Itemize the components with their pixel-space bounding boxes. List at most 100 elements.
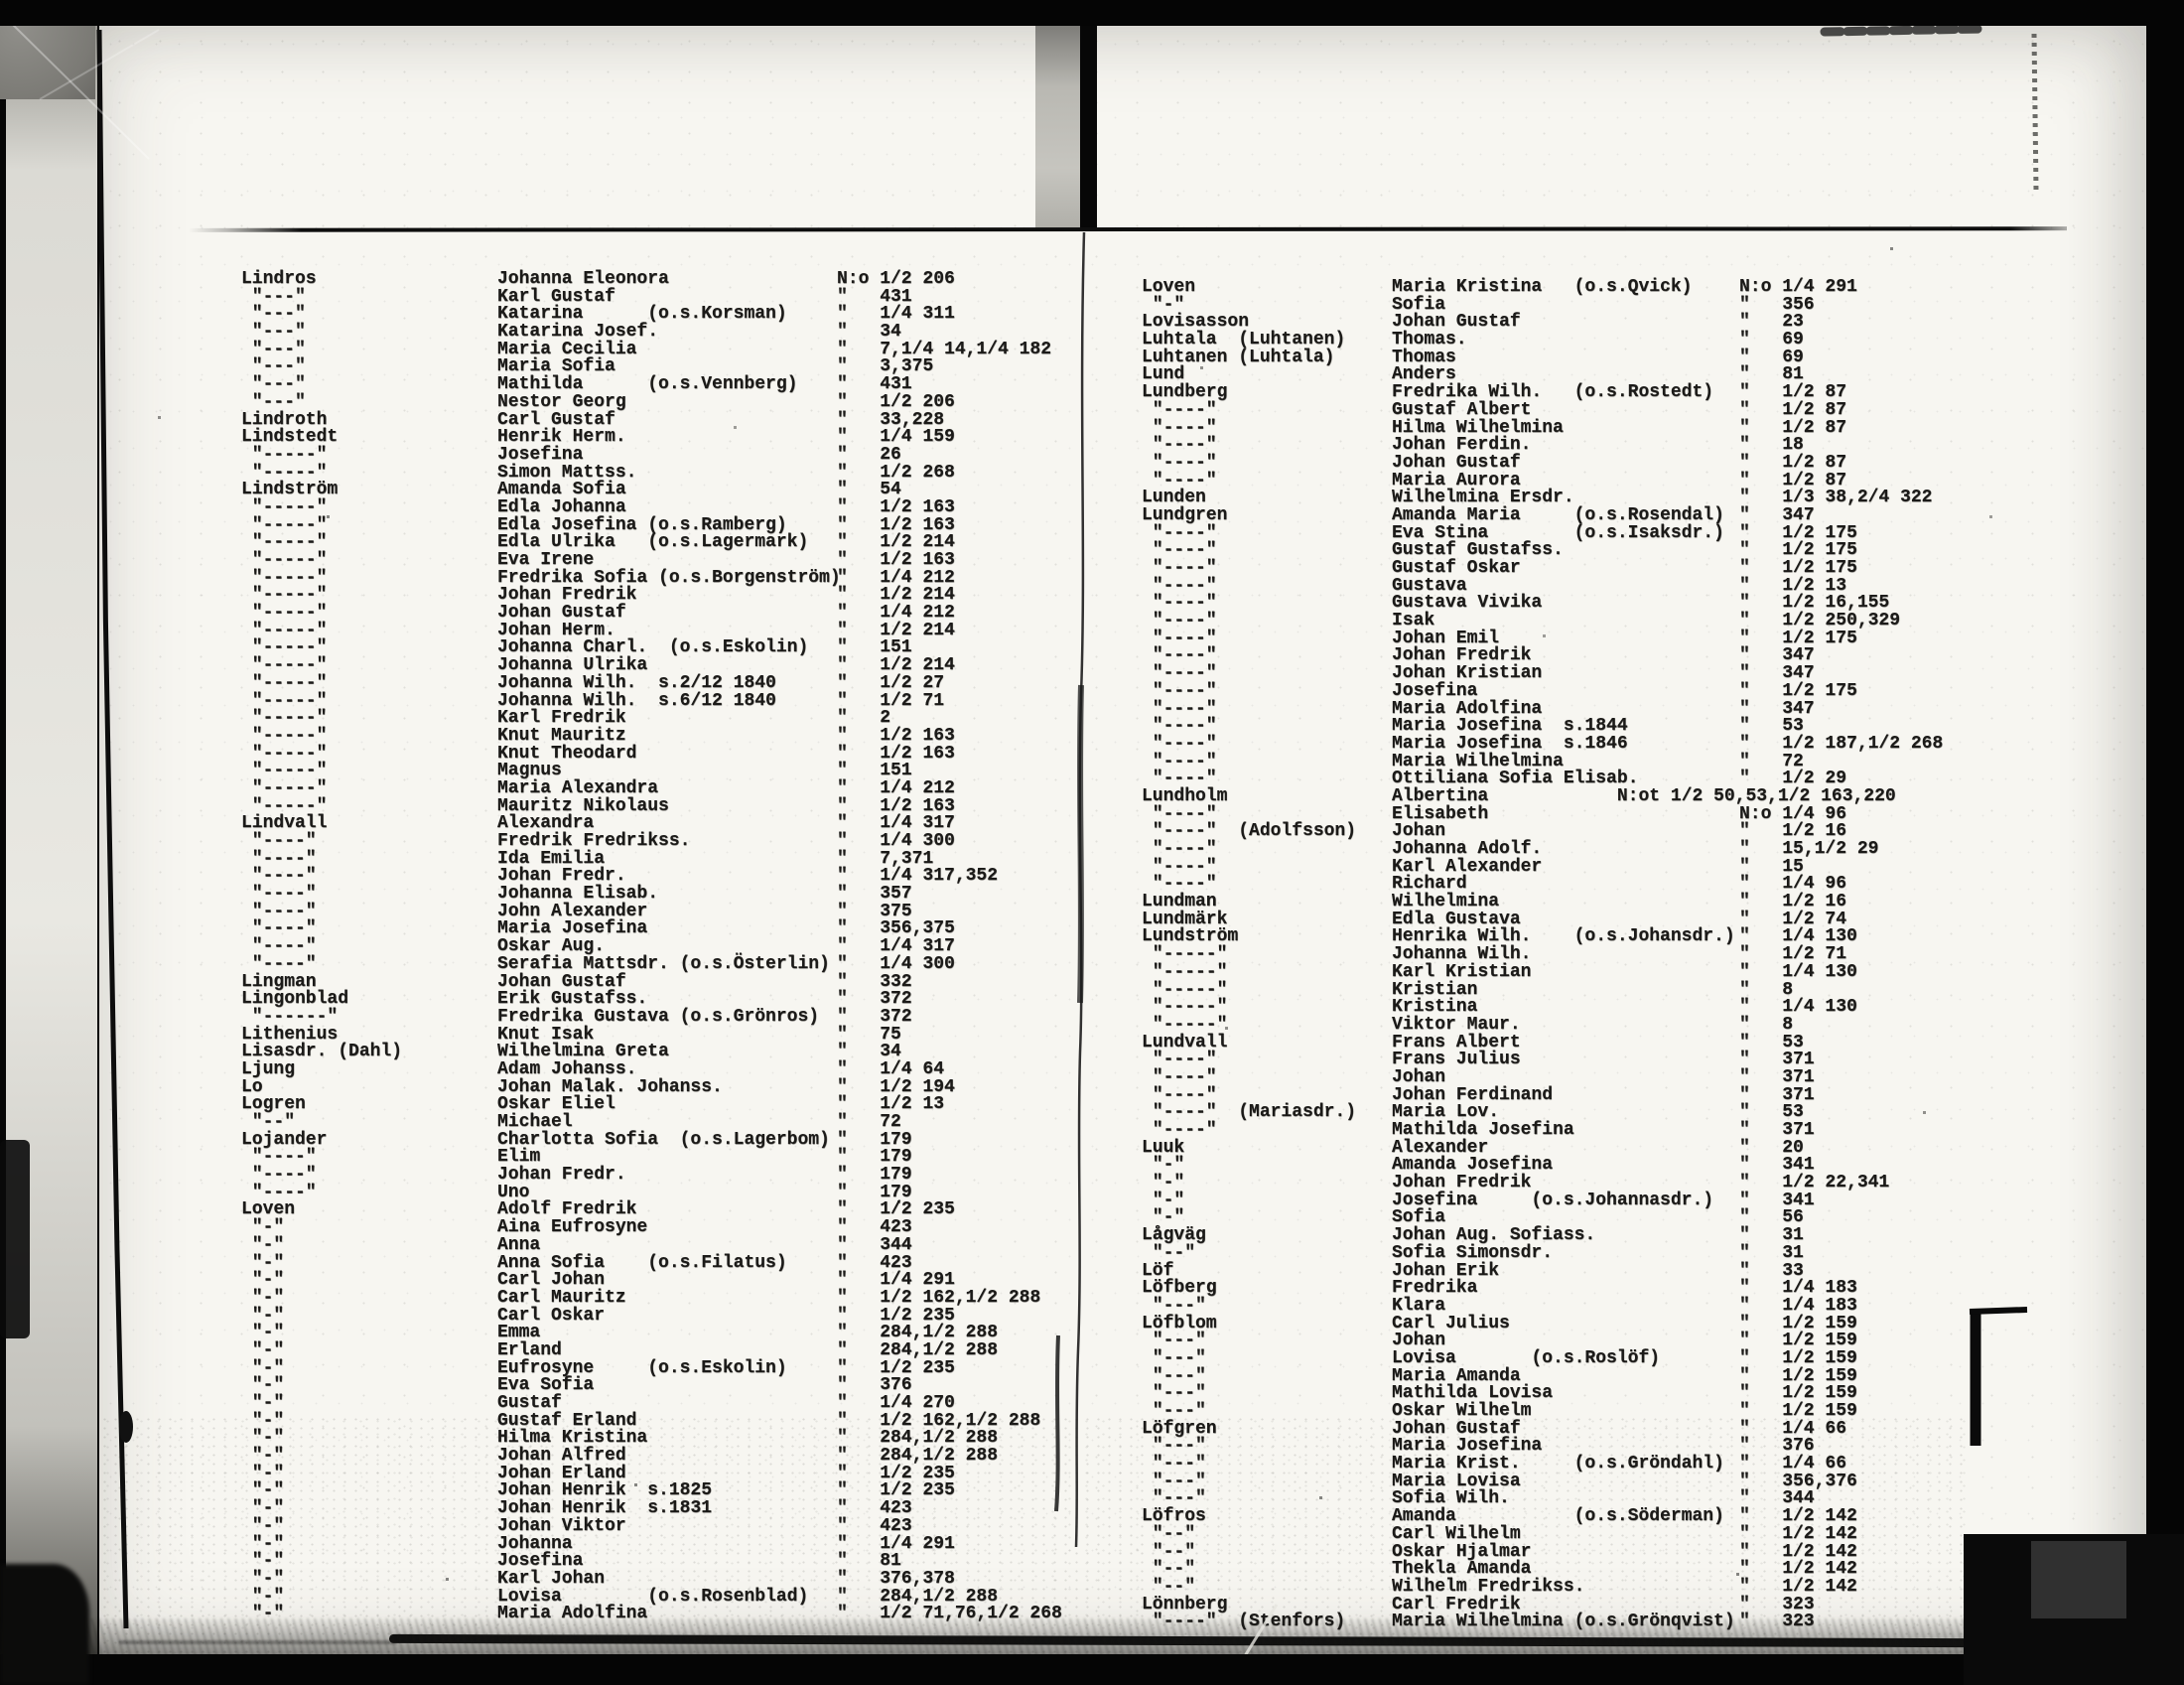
surname-cell: "---" — [1142, 1401, 1206, 1421]
surname-cell: "-----" — [241, 567, 328, 588]
surname-cell: Logren — [241, 1094, 306, 1115]
index-row: "---" Katarina Josef. " 34 — [241, 322, 1095, 343]
given-names-cell: Johan Gustaf — [1392, 1418, 1521, 1439]
given-names-cell: Eva Irene — [497, 550, 595, 570]
index-row: "----" Mathilda Josefina " 371 — [1142, 1121, 1995, 1140]
surname-cell: Lo — [241, 1076, 263, 1097]
index-row: "----" Karl Alexander " 15 — [1142, 856, 1995, 877]
given-names-cell: Amanda Josefina — [1392, 1155, 1554, 1176]
given-names-cell: Amanda (o.s.Söderman) — [1392, 1506, 1724, 1527]
index-row: Luuk Alexander " 20 — [1142, 1137, 1995, 1158]
reference-numbers-cell: " 1/2 142 — [1739, 1541, 1857, 1562]
given-names-cell: Ida Emilia — [497, 848, 606, 869]
reference-numbers-cell: " 31 — [1739, 1242, 1804, 1263]
index-row: "----" Johan " 371 — [1142, 1068, 1995, 1087]
given-names-cell: Josefina — [497, 1551, 584, 1572]
reference-numbers-cell: " 15 — [1739, 856, 1804, 877]
index-row: "-----" Karl Fredrik " 2 — [241, 709, 1095, 728]
index-row: Logren Oskar Eliel " 1/2 13 — [241, 1094, 1095, 1115]
surname-cell: "-----" — [241, 690, 328, 711]
given-names-cell: Lovisa (o.s.Rosenblad) — [497, 1586, 809, 1607]
given-names-cell: Henrik Herm. — [497, 427, 626, 448]
index-row: "----" Maria Josefina " 356,375 — [241, 920, 1095, 938]
surname-cell: "-----" — [1142, 1014, 1228, 1035]
surname-cell: "----" — [1142, 540, 1217, 561]
index-row: "-----" Johan Gustaf " 1/4 212 — [241, 604, 1095, 623]
index-row: Loven Adolf Fredrik " 1/2 235 — [241, 1201, 1095, 1219]
reference-numbers-cell: " 1/2 16 — [1739, 821, 1847, 842]
surname-cell: Lindroth — [241, 409, 328, 430]
surname-cell: "--" — [241, 1112, 296, 1132]
surname-cell: "----" — [1142, 680, 1217, 701]
given-names-cell: Johan Kristian — [1392, 663, 1543, 684]
reference-numbers-cell: " 1/4 130 — [1739, 961, 1857, 982]
bottom-smudge-band — [0, 1618, 1985, 1656]
given-names-cell: Hilma Kristina — [497, 1428, 648, 1449]
index-row: "-" Emma " 284,1/2 288 — [241, 1324, 1095, 1342]
index-row: "----" Johan Kristian " 347 — [1142, 663, 1995, 684]
index-row: "----" Johan Fredr. " 179 — [241, 1166, 1095, 1185]
surname-cell: "-" — [1142, 1155, 1185, 1176]
given-names-cell: Johan Fredrik — [1392, 645, 1532, 666]
given-names-cell: Maria Krist. (o.s.Gröndahl) — [1392, 1454, 1724, 1474]
reference-numbers-cell: " 1/2 235 — [837, 1480, 955, 1501]
index-row: "-----" Johanna Wilh. s.2/12 1840 " 1/2 27 — [241, 674, 1095, 693]
surname-cell: "--" — [1142, 1576, 1196, 1597]
reference-numbers-cell: " 179 — [837, 1129, 912, 1150]
surname-cell: "---" — [241, 322, 306, 343]
index-row: "-" Gustaf Erland " 1/2 162,1/2 288 — [241, 1412, 1095, 1431]
reference-numbers-cell: " 1/2 142 — [1739, 1559, 1857, 1580]
index-row: "-----" Edla Ulrika (o.s.Lagermark) " 1/2 … — [241, 533, 1095, 552]
surname-cell: "--" — [1142, 1559, 1196, 1580]
reference-numbers-cell: " 1/2 142 — [1739, 1506, 1857, 1527]
surname-cell: "-" — [241, 1498, 285, 1519]
index-row: "----" Johan Fredr. " 1/4 317,352 — [241, 868, 1095, 886]
surname-cell: "---" — [1142, 1488, 1206, 1509]
surname-cell: "-" — [241, 1480, 285, 1501]
given-names-cell: Knut Isak — [497, 1024, 595, 1045]
reference-numbers-cell: " 1/2 175 — [1739, 558, 1857, 578]
film-edge-strip-left — [6, 24, 97, 1654]
index-row: "-" Karl Johan " 376,378 — [241, 1570, 1095, 1589]
index-row: "---" Maria Krist. (o.s.Gröndahl) " 1/4 66 — [1142, 1454, 1995, 1474]
given-names-cell: Johanna Adolf. — [1392, 839, 1543, 859]
surname-cell: "----" — [241, 953, 317, 974]
index-row: "----" Richard " 1/4 96 — [1142, 876, 1995, 894]
reference-numbers-cell: " 53 — [1739, 716, 1804, 737]
index-row: Ljung Adam Johanss. " 1/4 64 — [241, 1060, 1095, 1079]
surname-cell: "----" — [1142, 663, 1217, 684]
index-row: "-----" Kristina " 1/4 130 — [1142, 998, 1995, 1017]
surname-cell: "-----" — [241, 637, 328, 658]
reference-numbers-cell: " 344 — [1739, 1488, 1815, 1509]
index-row: "-" Johan Erland " 1/2 235 — [241, 1465, 1095, 1483]
index-row: Lundholm Albertina N:ot 1/2 50,53,1/2 163… — [1142, 787, 1995, 806]
surname-cell: Lågväg — [1142, 1225, 1206, 1246]
given-names-cell: Maria Cecilia — [497, 339, 637, 359]
index-row: "-" Lovisa (o.s.Rosenblad) " 284,1/2 288 — [241, 1586, 1095, 1607]
given-names-cell: Karl Alexander — [1392, 856, 1543, 877]
given-names-cell: Johan Malak. Johanss. — [497, 1076, 723, 1097]
reference-numbers-cell: " 1/2 163 — [837, 743, 955, 764]
given-names-cell: Gustaf Gustafss. — [1392, 540, 1564, 561]
reference-numbers-cell: " 284,1/2 288 — [837, 1339, 999, 1360]
surname-cell: "-----" — [241, 496, 328, 517]
reference-numbers-cell: " 20 — [1739, 1137, 1804, 1158]
index-row: "----" Johan Ferdinand " 371 — [1142, 1086, 1995, 1105]
surname-cell: Löf — [1142, 1260, 1174, 1281]
reference-numbers-cell: " 1/4 212 — [837, 567, 955, 588]
index-row: "----" (Adolfsson) Johan " 1/2 16 — [1142, 821, 1995, 842]
given-names-cell: Johan Alfred — [497, 1446, 626, 1467]
reference-numbers-cell: " 33 — [1739, 1260, 1804, 1281]
surname-cell: "----" — [241, 848, 317, 869]
index-row: Lindros Johanna Eleonora N:o 1/2 206 — [241, 270, 1095, 289]
index-row: "----" Gustava " 1/2 13 — [1142, 577, 1995, 596]
surname-cell: Lundström — [1142, 926, 1239, 947]
reference-numbers-cell: " 1/4 317 — [837, 936, 955, 957]
given-names-cell: Anna Sofia (o.s.Filatus) — [497, 1252, 787, 1273]
surname-cell: "---" — [1142, 1454, 1206, 1474]
reference-numbers-cell: " 1/4 300 — [837, 831, 955, 851]
film-right-band — [2146, 0, 2184, 1685]
index-row: Lindroth Carl Gustaf " 33,228 — [241, 409, 1095, 430]
given-names-cell: Maria Adolfina — [1392, 698, 1543, 719]
